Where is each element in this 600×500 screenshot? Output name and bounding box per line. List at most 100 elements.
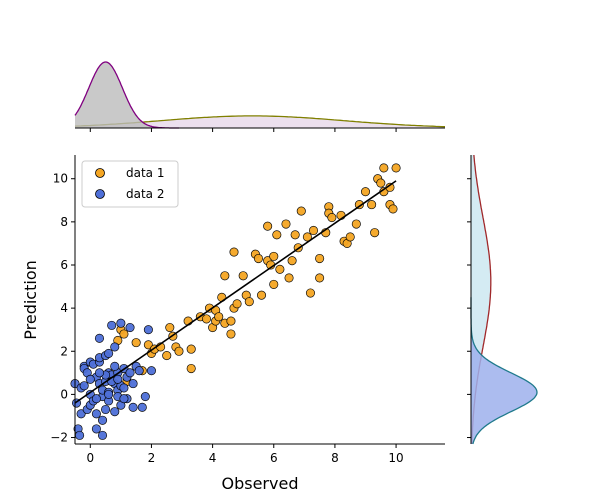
data-point-1 bbox=[174, 346, 184, 356]
main-plot-panel: 0 2 4 6 8 10 −2 0 2 4 6 8 10 Observed Prediction da… bbox=[21, 155, 445, 493]
legend-marker-data-1 bbox=[95, 168, 105, 178]
data-point-2 bbox=[104, 389, 114, 399]
scatter-points bbox=[70, 163, 401, 440]
y-tick-label: −2 bbox=[50, 431, 68, 445]
data-point-1 bbox=[119, 329, 129, 339]
top-marginal-kde bbox=[74, 61, 446, 129]
right-kde-fill-2 bbox=[471, 297, 537, 444]
top-kde-fill-1 bbox=[75, 115, 445, 128]
data-point-1 bbox=[376, 178, 386, 188]
right-marginal-panel bbox=[467, 154, 538, 445]
data-point-2 bbox=[140, 392, 150, 402]
data-point-1 bbox=[354, 200, 364, 210]
y-tick-label: 10 bbox=[53, 172, 68, 186]
data-point-2 bbox=[110, 342, 120, 352]
y-tick-label: 4 bbox=[60, 301, 68, 315]
data-point-1 bbox=[302, 232, 312, 242]
data-point-1 bbox=[220, 271, 230, 281]
data-point-2 bbox=[119, 394, 129, 404]
data-point-1 bbox=[287, 256, 297, 266]
data-point-1 bbox=[232, 299, 242, 309]
y-tick-label: 8 bbox=[60, 215, 68, 229]
data-point-1 bbox=[367, 200, 377, 210]
data-point-1 bbox=[315, 253, 325, 264]
data-point-2 bbox=[76, 409, 86, 419]
data-point-1 bbox=[284, 273, 294, 283]
data-point-2 bbox=[104, 348, 114, 358]
data-point-1 bbox=[275, 264, 285, 274]
data-point-1 bbox=[351, 219, 361, 229]
top-kde-fill-2 bbox=[75, 62, 179, 128]
y-tick-label: 2 bbox=[60, 344, 68, 358]
legend-label-data-1: data 1 bbox=[126, 166, 164, 180]
data-point-2 bbox=[75, 430, 85, 440]
data-point-2 bbox=[94, 333, 105, 343]
data-point-1 bbox=[391, 163, 401, 173]
data-point-1 bbox=[281, 219, 291, 229]
data-point-1 bbox=[131, 338, 141, 348]
right-marginal-kde bbox=[470, 154, 538, 445]
y-tick-label: 6 bbox=[60, 258, 68, 272]
data-point-1 bbox=[269, 279, 279, 289]
data-point-1 bbox=[315, 273, 325, 283]
top-marginal-ticks bbox=[89, 128, 397, 132]
x-tick-label: 8 bbox=[331, 451, 339, 465]
data-point-1 bbox=[162, 351, 172, 361]
data-point-1 bbox=[379, 163, 389, 173]
x-axis-ticks: 0 2 4 6 8 10 bbox=[86, 444, 404, 465]
data-point-2 bbox=[146, 366, 156, 376]
data-point-1 bbox=[370, 228, 380, 238]
legend-marker-data-2 bbox=[95, 189, 105, 199]
regression-line bbox=[74, 180, 397, 404]
legend-box bbox=[81, 160, 179, 208]
data-point-1 bbox=[226, 329, 236, 339]
y-axis-ticks: −2 0 2 4 6 8 10 bbox=[50, 172, 75, 445]
x-tick-label: 2 bbox=[148, 451, 156, 465]
x-tick-label: 0 bbox=[86, 451, 94, 465]
data-point-1 bbox=[305, 288, 316, 298]
data-point-1 bbox=[214, 312, 224, 322]
data-point-1 bbox=[296, 206, 306, 216]
x-axis-title: Observed bbox=[222, 474, 299, 493]
data-point-2 bbox=[119, 383, 129, 393]
data-point-2 bbox=[101, 404, 111, 415]
data-point-1 bbox=[272, 230, 282, 240]
data-point-1 bbox=[165, 322, 175, 333]
data-point-2 bbox=[137, 402, 147, 412]
data-point-2 bbox=[107, 320, 117, 330]
data-point-1 bbox=[201, 314, 212, 324]
legend-label-data-2: data 2 bbox=[126, 187, 164, 201]
data-point-2 bbox=[125, 322, 135, 333]
data-point-1 bbox=[290, 230, 300, 240]
legend: data 1 data 2 bbox=[81, 160, 179, 208]
data-point-2 bbox=[116, 318, 126, 328]
data-point-1 bbox=[143, 340, 153, 350]
data-point-1 bbox=[229, 247, 239, 257]
data-point-1 bbox=[244, 297, 254, 307]
data-point-2 bbox=[134, 366, 144, 376]
data-point-2 bbox=[113, 374, 123, 384]
data-point-1 bbox=[186, 344, 196, 354]
data-point-2 bbox=[143, 325, 153, 335]
x-tick-label: 4 bbox=[209, 451, 217, 465]
data-point-1 bbox=[256, 290, 267, 300]
data-point-2 bbox=[125, 368, 135, 378]
data-point-1 bbox=[186, 363, 196, 374]
data-point-1 bbox=[308, 225, 319, 236]
y-axis-title: Prediction bbox=[21, 260, 40, 339]
data-point-1 bbox=[360, 187, 371, 197]
x-tick-label: 6 bbox=[270, 451, 278, 465]
top-marginal-panel bbox=[74, 61, 446, 132]
x-tick-label: 10 bbox=[388, 451, 403, 465]
data-point-1 bbox=[327, 212, 337, 223]
data-point-1 bbox=[226, 316, 236, 326]
data-point-2 bbox=[91, 409, 101, 419]
data-point-2 bbox=[94, 368, 105, 378]
data-point-1 bbox=[253, 253, 264, 264]
data-point-1 bbox=[269, 251, 279, 261]
data-point-2 bbox=[128, 379, 138, 389]
data-point-1 bbox=[238, 271, 248, 281]
data-point-2 bbox=[85, 374, 95, 384]
data-point-2 bbox=[110, 361, 120, 371]
